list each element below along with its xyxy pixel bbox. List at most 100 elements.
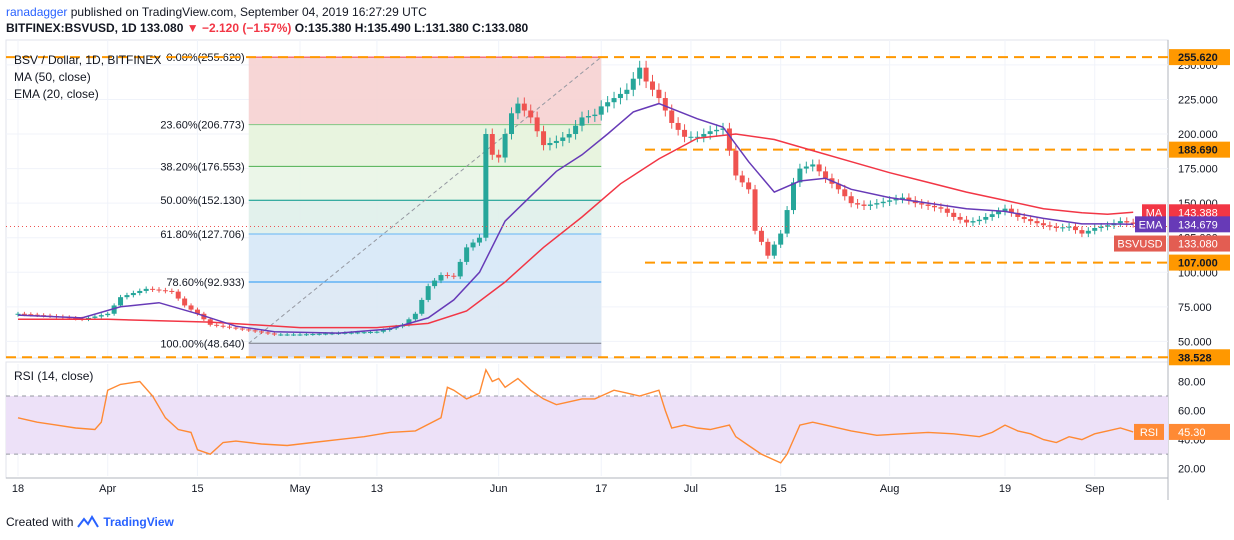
candle-body	[1105, 225, 1111, 227]
x-tick-label: May	[290, 483, 311, 495]
x-tick-label: 15	[191, 483, 203, 495]
candle-body	[509, 113, 514, 135]
fib-zone	[248, 166, 602, 201]
candle-body	[194, 309, 200, 314]
price-chart[interactable]: 50.00075.000100.000125.000150.000175.000…	[0, 0, 1234, 500]
candle-body	[944, 208, 950, 213]
fib-level-label: 23.60%(206.773)	[160, 120, 244, 132]
candle-body	[432, 280, 438, 287]
candle-body	[310, 334, 316, 336]
candle-body	[553, 140, 559, 144]
candle-body	[643, 67, 649, 82]
candle-body	[496, 154, 502, 158]
candle-body	[1021, 216, 1027, 220]
series-value-label: 133.080	[1178, 239, 1218, 251]
candle-body	[291, 334, 297, 336]
candle-body	[624, 89, 630, 94]
candle-body	[797, 168, 803, 183]
x-tick-label: Jul	[684, 483, 698, 495]
series-value-label: 134.679	[1178, 219, 1218, 231]
candle-body	[1040, 223, 1046, 226]
candle-body	[675, 122, 681, 130]
candle-body	[746, 182, 752, 190]
candle-body	[758, 230, 764, 242]
candle-body	[368, 331, 373, 333]
candle-body	[259, 331, 265, 333]
fib-zone	[248, 57, 602, 125]
candle-body	[182, 298, 188, 306]
tradingview-brand[interactable]: TradingView	[103, 515, 174, 529]
level-tag-label: 188.690	[1178, 145, 1218, 157]
rsi-name-tag	[1134, 423, 1164, 440]
candle-body	[605, 102, 611, 107]
candle-body	[778, 233, 784, 245]
candle-body	[848, 196, 854, 204]
candle-body	[867, 204, 873, 206]
candle-body	[214, 324, 220, 326]
candle-body	[784, 210, 790, 234]
level-tag-label: 38.528	[1178, 352, 1212, 364]
fib-zone	[248, 124, 602, 167]
candle-body	[541, 131, 547, 146]
candle-body	[919, 203, 925, 205]
candle-body	[483, 134, 489, 238]
candle-body	[118, 297, 124, 306]
candle-body	[489, 134, 495, 155]
author-link[interactable]: ranadagger	[6, 5, 68, 19]
candle-body	[278, 334, 284, 336]
candle-body	[925, 204, 931, 206]
x-tick-label: 15	[775, 483, 787, 495]
candle-body	[1092, 228, 1098, 231]
publish-line: ranadagger published on TradingView.com,…	[6, 5, 427, 19]
candle-body	[515, 103, 521, 114]
candle-body	[1015, 212, 1021, 217]
candle-body	[861, 204, 867, 206]
candle-body	[566, 134, 572, 138]
candle-body	[835, 183, 841, 190]
fib-level-label: 38.20%(176.553)	[160, 161, 244, 173]
last-price: 133.080	[140, 21, 184, 35]
price-change: ▼ −2.120 (−1.57%)	[186, 21, 292, 35]
candle-body	[1085, 230, 1091, 234]
fib-zone	[248, 282, 602, 344]
candle-body	[150, 288, 156, 290]
ohlc-values: O:135.380 H:135.490 L:131.380 C:133.080	[294, 21, 529, 35]
candle-body	[1073, 226, 1078, 231]
fib-zone	[248, 200, 602, 234]
candle-body	[957, 216, 963, 220]
candle-body	[233, 327, 239, 329]
fib-trend-line	[248, 56, 602, 344]
candle-body	[329, 333, 335, 335]
level-tag	[1169, 141, 1230, 158]
x-tick-label: 17	[595, 483, 607, 495]
candle-body	[739, 175, 745, 183]
legend-ma: MA (50, close)	[14, 70, 91, 84]
candle-body	[227, 326, 232, 328]
candle-body	[560, 137, 566, 141]
candle-body	[637, 67, 643, 79]
candle-body	[425, 286, 431, 300]
candle-body	[156, 289, 162, 291]
candle-body	[906, 197, 912, 201]
candle-body	[874, 203, 880, 205]
level-tag	[1169, 49, 1230, 66]
x-tick-label: Apr	[99, 483, 116, 495]
candle-body	[1060, 227, 1066, 229]
series-name-label: BSVUSD	[1117, 239, 1162, 251]
candle-body	[887, 200, 893, 202]
fib-zone	[248, 343, 602, 358]
ohlc-line: BITFINEX:BSVUSD, 1D 133.080 ▼ −2.120 (−1…	[6, 21, 528, 35]
candle-body	[765, 241, 771, 256]
candle-body	[656, 89, 662, 99]
candle-body	[1066, 226, 1072, 228]
candle-body	[976, 219, 982, 222]
candle-body	[502, 134, 508, 158]
fib-level-label: 0.00%(255.620)	[166, 52, 244, 64]
candle-body	[34, 314, 40, 316]
candle-body	[579, 117, 585, 126]
candle-body	[701, 134, 707, 137]
candle-body	[714, 129, 720, 132]
candle-body	[726, 128, 732, 151]
candle-body	[707, 131, 713, 135]
candle-body	[419, 299, 425, 314]
